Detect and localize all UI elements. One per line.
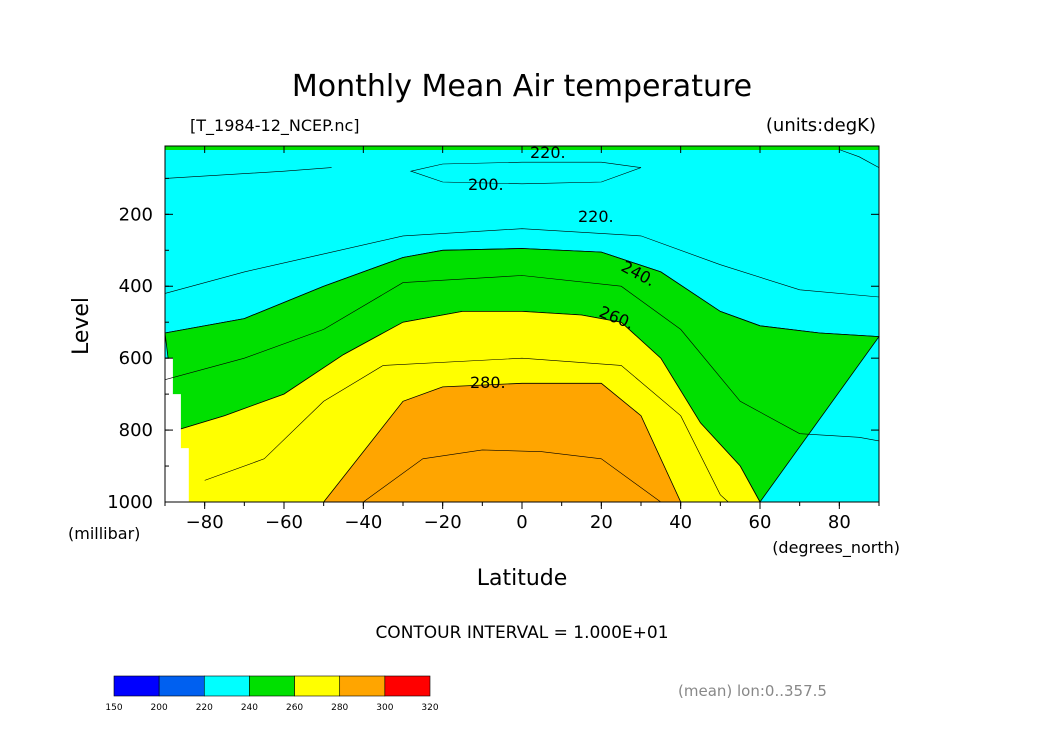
colorbar-label: 320 — [421, 703, 438, 713]
chart-title: Monthly Mean Air temperature — [292, 69, 752, 104]
x-tick-label: 60 — [749, 512, 772, 533]
contour-label-280: 280. — [470, 373, 506, 392]
x-tick-label: 80 — [828, 512, 851, 533]
colorbar-swatch — [339, 675, 386, 697]
x-tick-label: 0 — [516, 512, 527, 533]
colorbar-label: 260 — [286, 703, 303, 713]
colorbar-label: 200 — [151, 703, 168, 713]
y-axis-units: (millibar) — [68, 524, 140, 543]
colorbar-label: 300 — [376, 703, 393, 713]
y-tick-label: 800 — [119, 420, 153, 441]
colorbar-swatch — [113, 675, 160, 697]
contour-line-0 — [164, 167, 332, 179]
contour-interval-text: CONTOUR INTERVAL = 1.000E+01 — [375, 623, 668, 643]
y-tick-label: 400 — [119, 276, 153, 297]
contour-line-4 — [204, 357, 729, 503]
contour-label-200: 200. — [468, 175, 504, 194]
units-label: (units:degK) — [766, 115, 876, 136]
contour-line-2 — [164, 228, 880, 298]
contour-label-220-top: 220. — [530, 143, 566, 162]
colorbar-swatch — [158, 675, 205, 697]
x-tick-label: 20 — [590, 512, 613, 533]
contour-line-6 — [839, 149, 880, 168]
y-tick-label: 200 — [119, 204, 153, 225]
colorbar: 150 200 220 240 260 280 300 320 — [105, 675, 439, 713]
colorbar-label: 220 — [196, 703, 213, 713]
x-tick-label: −20 — [424, 512, 462, 533]
footer-note: (mean) lon:0..357.5 — [678, 682, 827, 700]
contour-line-3 — [164, 275, 880, 442]
contour-lines — [164, 149, 880, 503]
source-file-label: [T_1984-12_NCEP.nc] — [190, 116, 360, 136]
x-axis-title: Latitude — [477, 566, 568, 591]
region-orange — [322, 382, 682, 503]
x-axis-units: (degrees_north) — [772, 538, 900, 558]
contour-line-1 — [409, 161, 642, 185]
contour-line-5 — [363, 449, 661, 503]
x-tick-label: 40 — [669, 512, 692, 533]
x-axis: −80 −60 −40 −20 0 20 40 60 80 — [164, 146, 880, 533]
y-axis: 200 400 600 800 1000 — [107, 177, 879, 513]
x-tick-label: −60 — [265, 512, 303, 533]
colorbar-label: 150 — [105, 703, 122, 713]
y-tick-label: 1000 — [107, 492, 153, 513]
colorbar-label: 240 — [241, 703, 258, 713]
colorbar-swatch — [203, 675, 250, 697]
colorbar-swatch — [249, 675, 295, 697]
colorbar-label: 280 — [331, 703, 348, 713]
colorbar-swatch — [294, 675, 341, 697]
colorbar-swatch — [384, 675, 431, 697]
contour-label-220-right: 220. — [578, 207, 614, 226]
missing-data-region — [165, 358, 189, 502]
y-tick-label: 600 — [119, 348, 153, 369]
contour-fill-regions — [164, 145, 880, 503]
x-tick-label: −80 — [186, 512, 224, 533]
y-axis-title: Level — [69, 297, 94, 355]
x-tick-label: −40 — [344, 512, 382, 533]
